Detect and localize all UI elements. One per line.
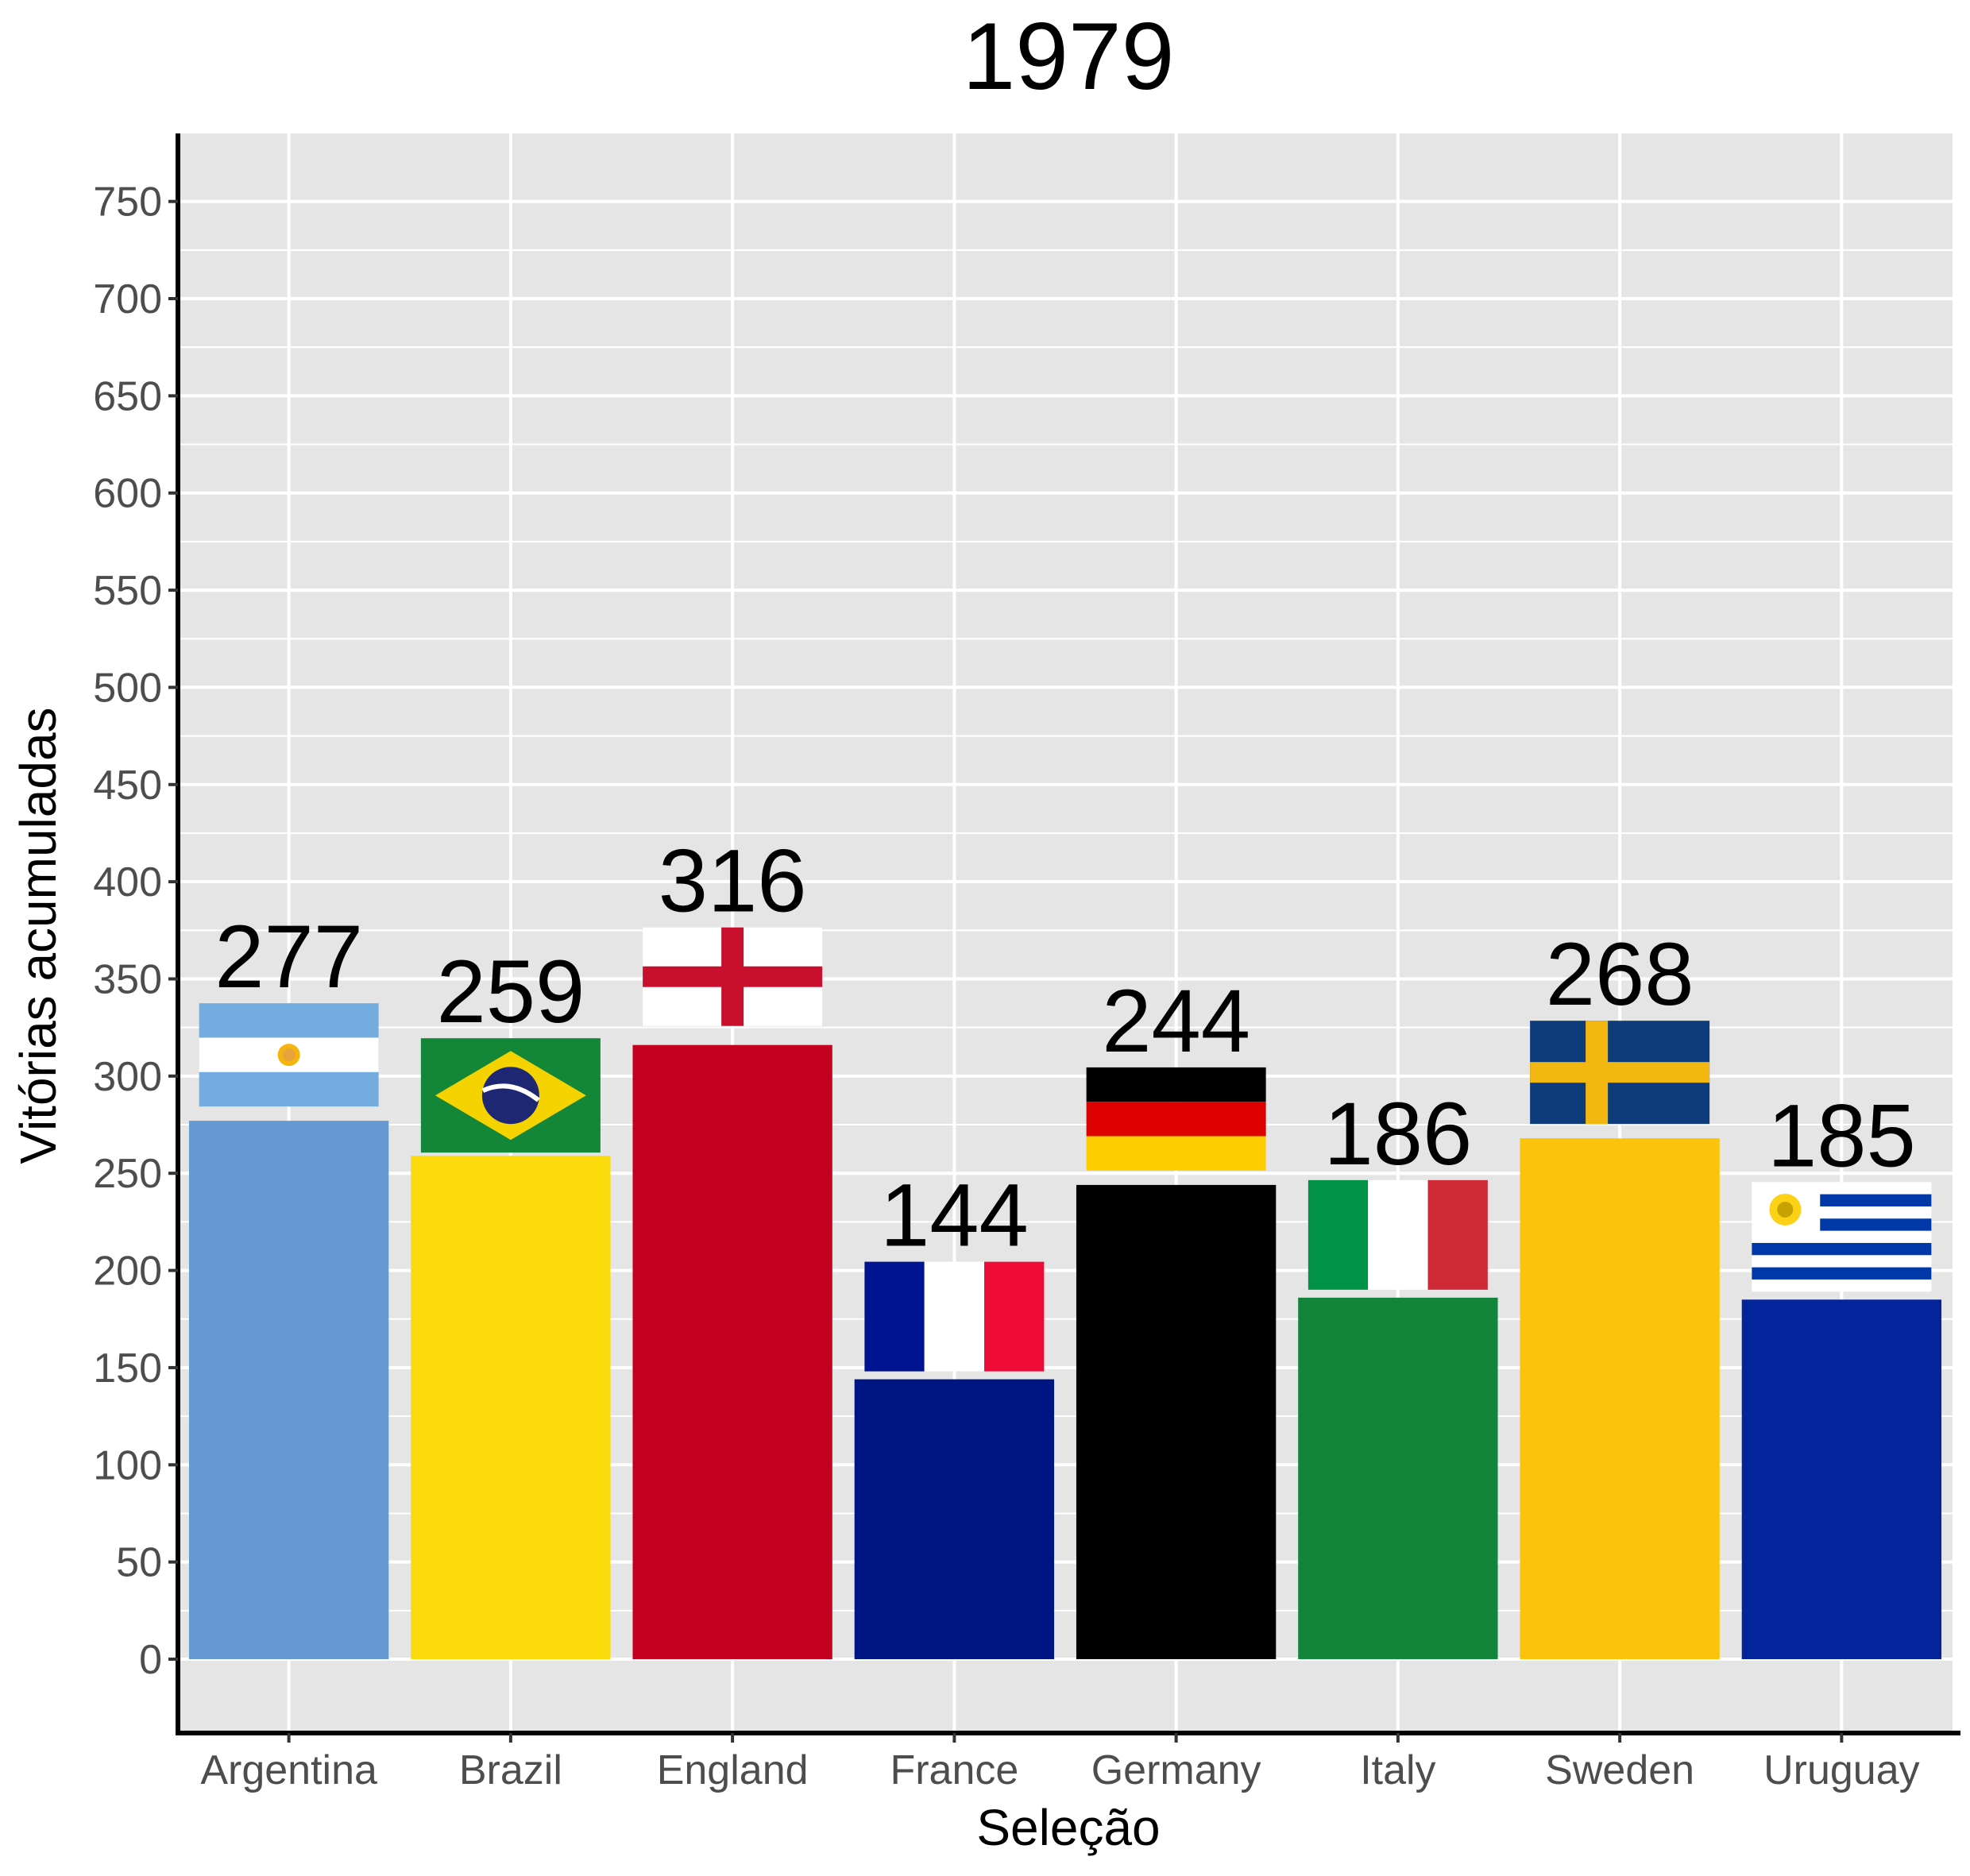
- x-axis-ticks: Argentina Brazil England France Germany Italy…: [200, 1733, 1920, 1793]
- value-label: 244: [1102, 971, 1250, 1071]
- y-tick-label: 750: [93, 179, 162, 226]
- y-tick-label: 200: [93, 1249, 162, 1295]
- x-tick-label: Italy: [1360, 1747, 1435, 1793]
- bar-uruguay: [1741, 1299, 1942, 1660]
- x-tick-label: Uruguay: [1763, 1747, 1920, 1793]
- y-tick-label: 250: [93, 1151, 162, 1197]
- y-tick-label: 100: [93, 1442, 162, 1488]
- bar-sweden: [1520, 1138, 1720, 1660]
- chart-title: 1979: [963, 3, 1175, 110]
- germany-flag-icon: [1086, 1067, 1266, 1171]
- value-labels: 277 259 316 144 244 186 268 185: [214, 832, 1916, 1265]
- value-label: 268: [1546, 924, 1694, 1024]
- italy-flag-icon: [1308, 1179, 1488, 1290]
- value-label: 185: [1767, 1086, 1916, 1185]
- bar-argentina: [188, 1121, 389, 1660]
- y-tick-label: 700: [93, 276, 162, 322]
- bar-england: [632, 1044, 832, 1660]
- x-tick-label: Argentina: [200, 1747, 377, 1793]
- value-label: 316: [659, 832, 807, 931]
- axes: [176, 133, 1960, 1735]
- sweden-flag-icon: [1530, 1021, 1710, 1125]
- bar-brazil: [411, 1156, 611, 1660]
- y-tick-label: 550: [93, 568, 162, 614]
- x-tick-label: Brazil: [459, 1747, 562, 1793]
- y-axis-label: Vitórias acumuladas: [10, 707, 67, 1164]
- y-tick-label: 350: [93, 957, 162, 1003]
- argentina-flag-icon: [199, 1003, 379, 1107]
- y-axis-ticks: 0 50 100 150 200 250 300 350 400 450 500 550 600 650 7…: [93, 179, 178, 1683]
- uruguay-flag-icon: [1752, 1182, 1932, 1292]
- bar-germany: [1076, 1184, 1277, 1660]
- x-axis-label: Seleção: [976, 1799, 1160, 1856]
- x-tick-label: Sweden: [1545, 1747, 1694, 1793]
- y-tick-label: 400: [93, 859, 162, 905]
- y-tick-label: 50: [116, 1540, 162, 1586]
- bar-italy: [1298, 1297, 1498, 1660]
- value-label: 277: [214, 907, 363, 1006]
- bars: [188, 1044, 1942, 1660]
- value-label: 186: [1323, 1084, 1472, 1183]
- y-tick-label: 450: [93, 762, 162, 809]
- y-tick-label: 500: [93, 665, 162, 711]
- value-label: 144: [880, 1166, 1029, 1265]
- x-tick-label: England: [657, 1747, 809, 1793]
- y-tick-label: 300: [93, 1054, 162, 1100]
- france-flag-icon: [864, 1261, 1045, 1372]
- x-tick-label: Germany: [1091, 1747, 1261, 1793]
- x-tick-label: France: [890, 1747, 1018, 1793]
- y-tick-label: 650: [93, 373, 162, 419]
- flags: [199, 927, 1932, 1372]
- value-label: 259: [436, 942, 585, 1041]
- y-tick-label: 0: [139, 1637, 162, 1683]
- england-flag-icon: [643, 927, 823, 1026]
- y-tick-label: 150: [93, 1345, 162, 1392]
- brazil-flag-icon: [420, 1038, 601, 1153]
- bar-france: [854, 1379, 1055, 1660]
- y-tick-label: 600: [93, 471, 162, 517]
